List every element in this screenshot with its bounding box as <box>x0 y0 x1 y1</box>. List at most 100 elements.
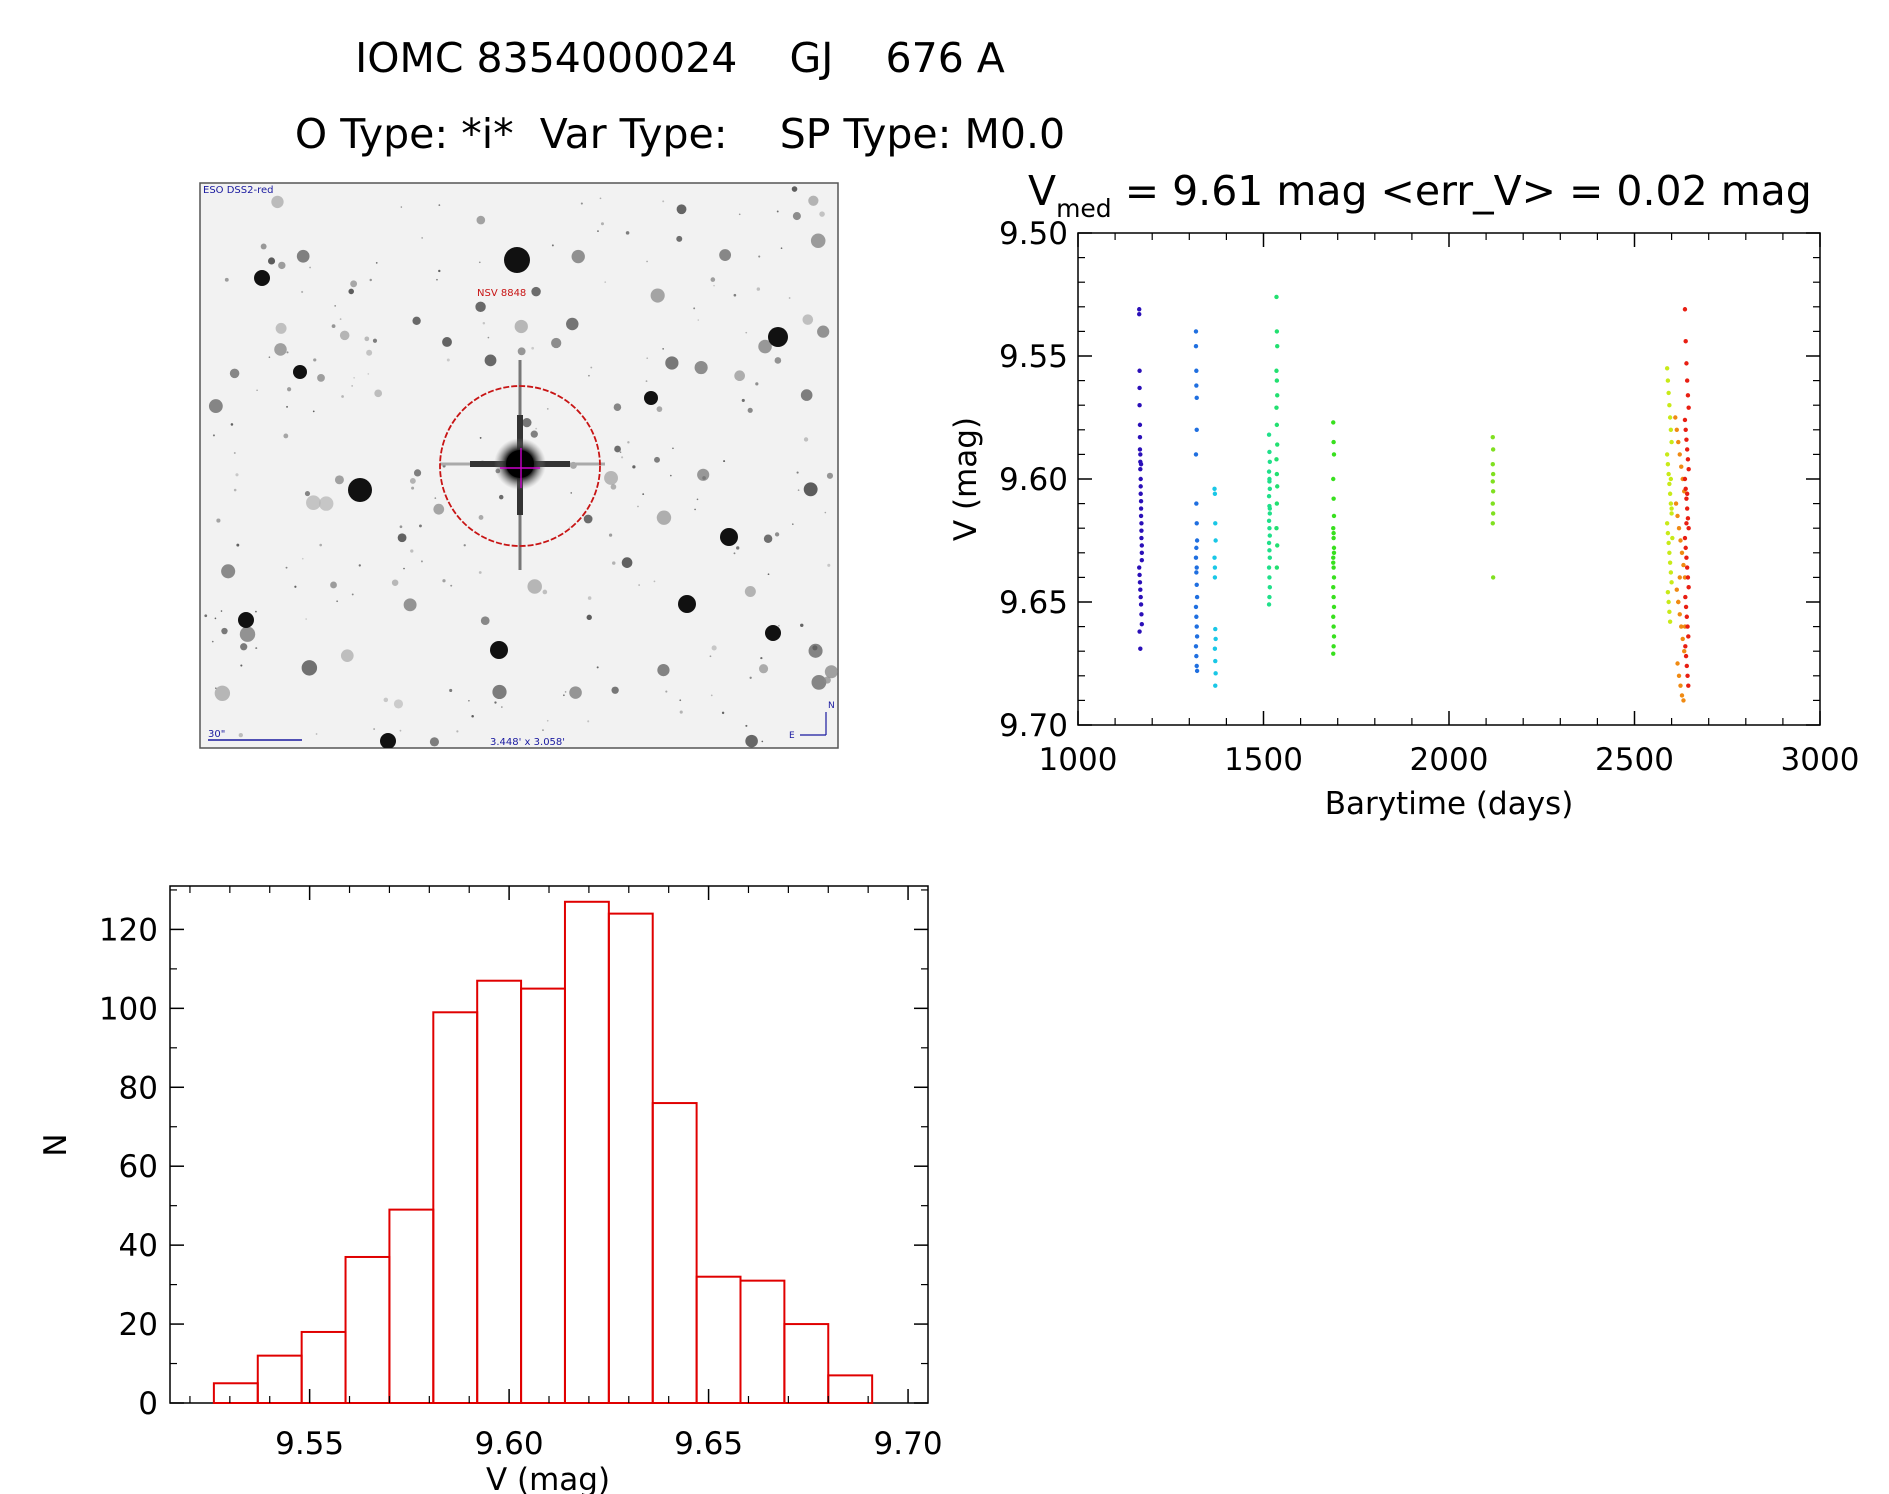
field-star <box>484 354 497 367</box>
field-star <box>413 469 422 477</box>
histogram-bar <box>300 1330 347 1404</box>
lightcurve-point <box>1331 644 1336 649</box>
field-star <box>260 243 267 250</box>
lightcurve-series-group-8 <box>1664 366 1675 624</box>
lightcurve-point <box>1670 535 1675 541</box>
field-star <box>721 711 725 715</box>
field-star <box>569 686 582 699</box>
lightcurve-point <box>1194 624 1199 629</box>
field-star <box>551 337 562 349</box>
field-star <box>429 737 439 747</box>
header-title-line1: IOMC 8354000024 GJ 676 A <box>355 34 1005 82</box>
lightcurve-point <box>1686 405 1691 410</box>
lightcurve-point <box>1137 580 1143 585</box>
lightcurve-point <box>1669 580 1674 585</box>
field-star <box>339 330 350 341</box>
field-star <box>255 610 257 613</box>
lightcurve-point <box>1137 447 1143 452</box>
lightcurve-point <box>1667 619 1673 624</box>
lightcurve-point <box>1138 506 1144 511</box>
lightcurve-point <box>1685 624 1690 629</box>
lightcurve-point <box>1677 452 1682 457</box>
lightcurve-point <box>1331 439 1336 445</box>
field-star <box>358 564 361 567</box>
lightcurve-point <box>1668 570 1674 575</box>
lightcurve-point <box>1137 368 1142 373</box>
lightcurve-point <box>1677 612 1682 617</box>
lightcurve-point <box>1193 343 1199 349</box>
field-star <box>235 473 239 477</box>
lightcurve-point <box>1676 439 1681 445</box>
lightcurve-series-group-7 <box>1490 434 1496 580</box>
bright-star <box>765 625 781 641</box>
field-star <box>600 222 604 226</box>
lightcurve-point <box>1194 653 1199 659</box>
field-star <box>480 616 490 626</box>
field-star <box>391 579 399 586</box>
lightcurve-point <box>1668 476 1674 482</box>
histogram-xtick-label: 9.60 <box>475 1426 544 1462</box>
lightcurve-point <box>1267 575 1272 580</box>
lightcurve-point <box>1683 486 1688 492</box>
field-star <box>274 343 287 356</box>
field-star <box>796 471 799 474</box>
field-star <box>792 212 801 221</box>
lightcurve-title-sub: med <box>1056 194 1112 223</box>
lightcurve-point <box>1490 501 1495 506</box>
field-star <box>286 351 289 354</box>
lightcurve-point <box>1331 513 1337 519</box>
lightcurve-point <box>1213 683 1218 688</box>
lightcurve-point <box>1213 658 1218 664</box>
field-star <box>546 719 549 722</box>
field-star <box>758 339 772 354</box>
finder-scale-label: 30" <box>208 729 225 740</box>
lightcurve-point <box>1331 594 1336 600</box>
lightcurve-point <box>1274 565 1280 570</box>
field-star <box>803 482 818 497</box>
lightcurve-point <box>1193 644 1199 649</box>
lightcurve-point <box>1682 476 1688 482</box>
field-star <box>476 215 486 225</box>
field-star <box>780 247 783 249</box>
lightcurve-point <box>1677 575 1682 580</box>
field-star <box>642 493 645 495</box>
lightcurve-point <box>1267 585 1273 590</box>
lightcurve-point <box>1679 624 1684 629</box>
lightcurve-point <box>1678 683 1683 688</box>
lightcurve-point <box>1137 403 1142 408</box>
field-star <box>823 676 831 684</box>
lightcurve-point <box>1490 462 1495 467</box>
lightcurve-series-group-1 <box>1137 307 1145 651</box>
field-star <box>723 460 726 463</box>
field-star <box>478 515 484 520</box>
field-star <box>571 249 585 264</box>
lightcurve-point <box>1682 649 1687 654</box>
field-star <box>492 684 507 700</box>
field-star <box>694 360 708 375</box>
bright-star <box>293 365 307 379</box>
field-star <box>733 293 737 297</box>
lightcurve-point <box>1212 646 1218 651</box>
lightcurve-point <box>1667 609 1672 615</box>
field-star <box>522 417 532 428</box>
finder-star-label: NSV 8848 <box>477 288 526 299</box>
lightcurve-point <box>1331 496 1336 501</box>
lightcurve-point <box>1137 311 1142 317</box>
lightcurve-point <box>1267 555 1273 560</box>
field-star <box>393 699 404 709</box>
lightcurve-point <box>1685 393 1691 398</box>
field-star <box>810 233 826 249</box>
histogram-bar <box>695 1275 742 1405</box>
field-star <box>614 445 621 453</box>
field-star <box>255 647 258 650</box>
field-star <box>330 581 337 589</box>
field-star <box>449 688 453 692</box>
field-star <box>749 676 752 679</box>
target-circle <box>439 385 601 547</box>
lightcurve-point <box>1267 449 1272 455</box>
histogram-bar <box>827 1374 874 1404</box>
field-star <box>808 195 819 206</box>
lightcurve-point <box>1331 651 1336 656</box>
field-star <box>216 518 221 523</box>
field-star <box>412 316 421 325</box>
